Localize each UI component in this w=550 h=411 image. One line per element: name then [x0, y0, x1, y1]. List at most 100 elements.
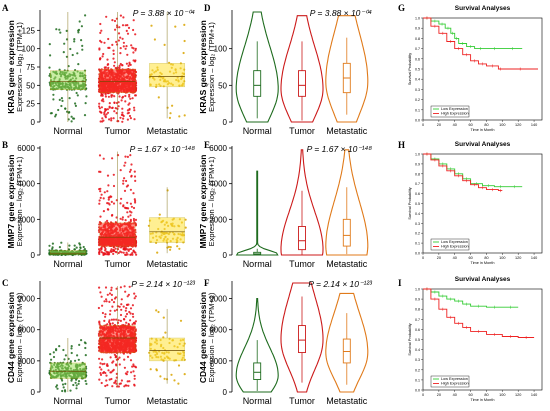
data-point: [98, 102, 101, 105]
plot-frame: [422, 288, 543, 391]
data-point: [107, 46, 110, 50]
x-tick-label: Normal: [243, 126, 272, 136]
data-point: [99, 31, 102, 34]
data-point: [113, 19, 117, 23]
violin-normal: [235, 170, 279, 256]
data-point: [134, 201, 137, 204]
chart-title: Survival Analyses: [455, 141, 511, 148]
data-point: [98, 250, 101, 254]
data-point: [126, 211, 129, 214]
data-point: [71, 53, 74, 57]
data-point: [119, 52, 122, 55]
survival-curve-low-expression: [423, 153, 523, 188]
data-point: [99, 120, 102, 123]
data-point: [102, 252, 105, 255]
violin-panel-D: 0 50 100 Normal Tumor Metastatic KRAS gene exp…: [198, 8, 372, 136]
p-value-label: P = 1.67 × 10⁻¹⁴⁸: [307, 144, 373, 154]
x-tick-label: 40: [453, 256, 457, 260]
p-value-label: P = 3.88 × 10⁻⁰⁴: [133, 8, 196, 18]
data-point: [116, 43, 119, 46]
data-point: [68, 244, 71, 247]
data-point: [134, 365, 137, 368]
data-point: [101, 311, 104, 315]
data-point: [123, 189, 127, 192]
panel-letter-B: B: [2, 140, 8, 150]
data-point: [130, 44, 133, 47]
data-point: [121, 37, 124, 40]
data-point: [122, 251, 125, 254]
data-point: [111, 157, 114, 160]
data-point: [107, 37, 110, 41]
data-point: [76, 354, 79, 357]
survival-curve-low-expression: [423, 17, 523, 50]
data-point: [118, 66, 121, 69]
data-point: [179, 319, 183, 322]
data-point: [125, 373, 128, 376]
y-tick-label: 0: [223, 388, 228, 397]
data-point: [129, 220, 132, 223]
data-point: [72, 117, 75, 120]
x-tick-label: 140: [531, 123, 537, 127]
box-normal: [253, 362, 262, 380]
data-point: [77, 380, 81, 383]
data-point: [120, 379, 123, 382]
data-point: [123, 358, 126, 361]
survival-curve-low-expression: [423, 288, 519, 308]
data-point: [101, 363, 104, 366]
data-point: [126, 24, 129, 27]
y-tick-label: 2000: [209, 215, 227, 224]
data-point: [122, 41, 125, 44]
data-point: [108, 118, 111, 121]
data-point: [119, 246, 123, 249]
data-point: [98, 107, 101, 110]
data-point: [51, 242, 55, 245]
data-point: [111, 43, 114, 47]
data-point: [124, 253, 127, 256]
violin-metastatic: [325, 15, 369, 123]
p-value-label: P = 3.88 × 10⁻⁰⁴: [310, 8, 373, 18]
data-point: [49, 353, 52, 356]
box-normal: [253, 70, 262, 97]
data-point: [132, 192, 135, 195]
data-point: [65, 55, 68, 58]
legend-label: Low Expression: [441, 240, 468, 244]
x-tick-label: 80: [484, 256, 488, 260]
data-point: [114, 379, 117, 382]
data-point: [118, 305, 121, 308]
data-point: [64, 107, 67, 110]
data-point: [106, 323, 109, 326]
data-point: [163, 377, 166, 380]
data-point: [177, 382, 180, 385]
data-point: [127, 215, 130, 218]
data-point: [178, 247, 181, 250]
data-point: [58, 68, 61, 71]
data-point: [100, 247, 103, 250]
data-point: [120, 99, 123, 102]
data-point: [84, 342, 87, 345]
data-point: [120, 197, 123, 200]
y-tick-label: 0.3: [415, 358, 420, 362]
data-point: [58, 98, 61, 101]
data-point: [110, 200, 113, 203]
data-point: [116, 154, 120, 157]
legend: [430, 105, 470, 118]
x-tick-label: 100: [499, 393, 505, 397]
data-point: [110, 119, 113, 122]
panel-letter-G: G: [398, 3, 405, 13]
data-point: [121, 216, 124, 219]
x-tick-label: 60: [468, 123, 472, 127]
x-tick-label: 120: [515, 256, 521, 260]
y-tick-label: 0.1: [415, 242, 420, 246]
y-tick-label: 1.0: [415, 288, 420, 292]
x-tick-label: Tumor: [105, 126, 131, 136]
box-normal: [49, 250, 86, 255]
data-point: [119, 319, 122, 322]
data-point: [122, 305, 125, 308]
data-point: [105, 374, 108, 377]
data-point: [97, 306, 100, 310]
data-point: [114, 107, 117, 110]
x-tick-label: Tumor: [289, 126, 315, 136]
x-tick-label: Normal: [53, 396, 82, 406]
data-point: [121, 64, 124, 67]
data-point: [111, 94, 114, 97]
